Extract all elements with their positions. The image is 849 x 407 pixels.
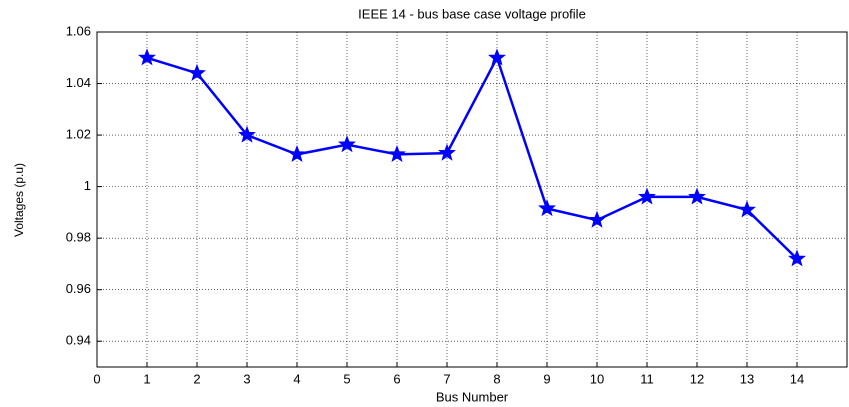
y-tick-label: 1.02 (66, 127, 91, 142)
x-tick-label: 10 (590, 371, 604, 386)
x-tick-label: 0 (93, 371, 100, 386)
x-tick-label: 12 (690, 371, 704, 386)
marker (638, 187, 656, 205)
marker (588, 210, 606, 228)
x-tick-label: 4 (293, 371, 300, 386)
y-axis-label: Voltages (p.u) (12, 163, 26, 237)
x-tick-label: 11 (640, 371, 654, 386)
marker (288, 144, 306, 163)
y-tick-label: 0.94 (66, 333, 91, 348)
marker (488, 48, 506, 66)
marker (388, 144, 406, 163)
plot-frame (96, 31, 848, 368)
x-tick-label: 2 (193, 371, 200, 386)
y-tick-label: 1.06 (66, 23, 91, 38)
marker (688, 187, 706, 205)
marker (188, 63, 206, 81)
y-tick-label: 0.98 (66, 230, 91, 245)
y-tick-label: 1.04 (66, 75, 91, 90)
x-tick-label: 13 (740, 371, 754, 386)
marker (338, 135, 356, 153)
x-tick-label: 7 (443, 371, 450, 386)
x-axis-label: Bus Number (436, 389, 509, 404)
chart-title: IEEE 14 - bus base case voltage profile (358, 6, 586, 21)
line (146, 54, 798, 260)
marker (238, 125, 256, 143)
y-tick-label: 0.96 (66, 281, 91, 296)
x-tick-label: 9 (543, 371, 550, 386)
y-tick-label: 1 (84, 178, 91, 193)
marker (438, 143, 456, 161)
marker (788, 249, 806, 267)
marker (738, 200, 756, 218)
x-tick-label: 3 (243, 371, 250, 386)
x-tick-label: 5 (343, 371, 350, 386)
marker (538, 199, 556, 217)
x-tick-label: 8 (493, 371, 500, 386)
x-tick-label: 14 (790, 371, 804, 386)
marker (138, 48, 156, 66)
x-tick-label: 1 (143, 371, 150, 386)
x-tick-label: 6 (393, 371, 400, 386)
